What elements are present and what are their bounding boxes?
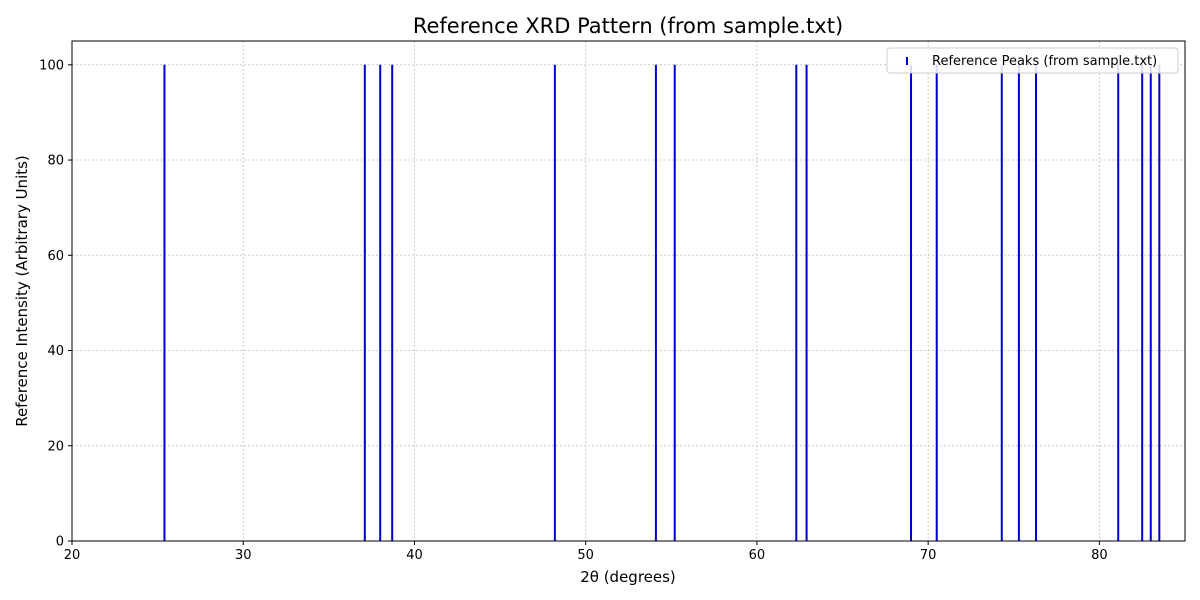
legend: Reference Peaks (from sample.txt) (886, 47, 1179, 74)
x-tick-label: 20 (64, 548, 81, 563)
y-tick-label: 20 (47, 439, 64, 454)
x-tick-label: 80 (1091, 548, 1108, 563)
y-tick-label: 0 (56, 535, 64, 550)
x-axis: 20 30 40 50 60 70 80 (64, 541, 1108, 563)
legend-label: Reference Peaks (from sample.txt) (932, 54, 1157, 69)
x-axis-title: 2θ (degrees) (580, 568, 676, 586)
y-tick-label: 40 (47, 344, 64, 359)
x-tick-label: 30 (235, 548, 252, 563)
peaks-layer (163, 64, 1161, 541)
legend-box (886, 47, 1179, 74)
x-tick-label: 60 (749, 548, 766, 563)
y-axis: 0 20 40 60 80 100 (39, 58, 72, 550)
x-tick-label: 70 (920, 548, 937, 563)
y-tick-label: 100 (39, 58, 64, 73)
x-tick-label: 40 (406, 548, 423, 563)
plot-frame (71, 40, 1186, 542)
y-tick-label: 80 (47, 154, 64, 169)
x-tick-label: 50 (577, 548, 594, 563)
y-axis-title: Reference Intensity (Arbitrary Units) (13, 155, 31, 427)
chart-title: Reference XRD Pattern (from sample.txt) (413, 14, 843, 38)
y-tick-label: 60 (47, 249, 64, 264)
